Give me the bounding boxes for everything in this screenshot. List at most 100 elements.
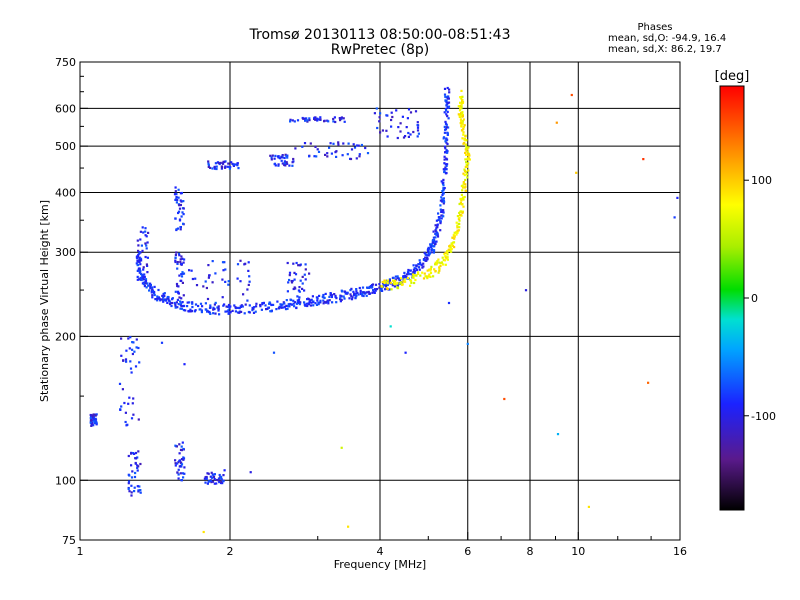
data-point bbox=[120, 354, 123, 357]
data-point bbox=[93, 422, 96, 425]
data-point bbox=[208, 311, 211, 314]
data-point bbox=[145, 235, 148, 238]
data-point bbox=[389, 281, 392, 284]
data-point bbox=[137, 489, 140, 492]
data-point bbox=[460, 125, 463, 128]
data-point bbox=[227, 162, 230, 165]
data-point bbox=[461, 211, 464, 214]
data-point bbox=[316, 119, 319, 122]
data-point bbox=[262, 301, 265, 304]
data-point bbox=[439, 222, 442, 225]
data-point bbox=[439, 220, 442, 223]
data-point bbox=[159, 299, 162, 302]
data-point bbox=[236, 306, 239, 309]
x-tick-label: 10 bbox=[571, 545, 585, 558]
data-point bbox=[138, 271, 141, 274]
data-point bbox=[464, 183, 467, 186]
data-point bbox=[355, 144, 358, 147]
data-point bbox=[270, 303, 273, 307]
data-point bbox=[397, 126, 400, 129]
data-point bbox=[413, 281, 416, 285]
data-point bbox=[351, 296, 354, 299]
data-point bbox=[463, 174, 466, 177]
data-point bbox=[446, 251, 449, 254]
data-point bbox=[180, 273, 183, 276]
data-point bbox=[394, 279, 397, 282]
data-point bbox=[223, 303, 226, 306]
data-point bbox=[412, 264, 415, 267]
data-point bbox=[92, 415, 95, 418]
data-point bbox=[244, 303, 247, 306]
data-point bbox=[298, 264, 302, 267]
data-point bbox=[388, 279, 391, 282]
y-axis-label: Stationary phase Virtual Height [km] bbox=[38, 200, 51, 402]
data-point bbox=[147, 284, 150, 287]
data-point bbox=[440, 210, 443, 213]
data-point bbox=[434, 236, 437, 239]
data-point bbox=[465, 173, 468, 176]
data-point bbox=[260, 308, 263, 311]
data-point bbox=[302, 117, 305, 120]
data-point bbox=[444, 151, 447, 154]
data-point bbox=[401, 115, 404, 118]
data-point bbox=[291, 161, 294, 164]
data-point bbox=[319, 118, 322, 121]
data-point bbox=[306, 298, 309, 301]
data-point bbox=[148, 289, 151, 292]
data-point bbox=[458, 219, 461, 222]
data-point bbox=[142, 231, 145, 234]
data-point bbox=[136, 485, 139, 488]
data-point bbox=[215, 165, 218, 168]
data-point bbox=[464, 151, 467, 154]
data-point bbox=[89, 421, 92, 424]
data-point bbox=[283, 156, 286, 160]
data-point bbox=[426, 257, 429, 260]
data-point bbox=[453, 235, 456, 238]
data-point bbox=[407, 131, 410, 135]
data-point bbox=[241, 305, 244, 308]
data-point bbox=[467, 169, 470, 172]
data-point bbox=[445, 109, 448, 112]
data-point bbox=[270, 156, 273, 159]
data-point bbox=[174, 253, 177, 256]
data-point bbox=[460, 193, 463, 196]
data-point bbox=[252, 311, 256, 314]
data-point bbox=[194, 309, 197, 312]
data-point bbox=[458, 226, 461, 229]
data-point bbox=[178, 459, 181, 462]
data-point bbox=[163, 294, 166, 298]
data-point bbox=[444, 128, 448, 131]
data-point bbox=[180, 465, 183, 468]
data-point bbox=[137, 244, 140, 247]
data-point bbox=[132, 413, 135, 416]
data-point bbox=[359, 291, 362, 294]
data-point bbox=[220, 475, 223, 478]
data-point bbox=[308, 155, 311, 158]
data-point bbox=[444, 147, 447, 150]
data-point bbox=[460, 120, 463, 123]
data-point bbox=[463, 141, 466, 145]
data-point bbox=[94, 419, 97, 422]
data-point bbox=[293, 271, 296, 274]
data-point bbox=[446, 115, 449, 118]
data-point bbox=[238, 307, 241, 310]
data-point bbox=[371, 291, 374, 294]
data-point bbox=[424, 256, 427, 259]
data-point bbox=[207, 165, 210, 168]
data-point bbox=[219, 161, 222, 164]
data-point bbox=[465, 153, 468, 156]
data-point bbox=[405, 275, 408, 279]
data-point bbox=[139, 491, 142, 494]
data-point bbox=[213, 165, 216, 168]
data-point bbox=[145, 286, 148, 289]
data-point bbox=[443, 259, 446, 262]
data-point bbox=[418, 259, 421, 262]
data-point bbox=[451, 244, 455, 247]
data-point bbox=[555, 121, 558, 124]
data-point bbox=[467, 154, 470, 157]
data-point bbox=[180, 263, 183, 266]
y-tick-label: 75 bbox=[62, 534, 76, 547]
data-point bbox=[412, 130, 415, 134]
data-point bbox=[444, 168, 447, 171]
data-point bbox=[298, 286, 301, 289]
